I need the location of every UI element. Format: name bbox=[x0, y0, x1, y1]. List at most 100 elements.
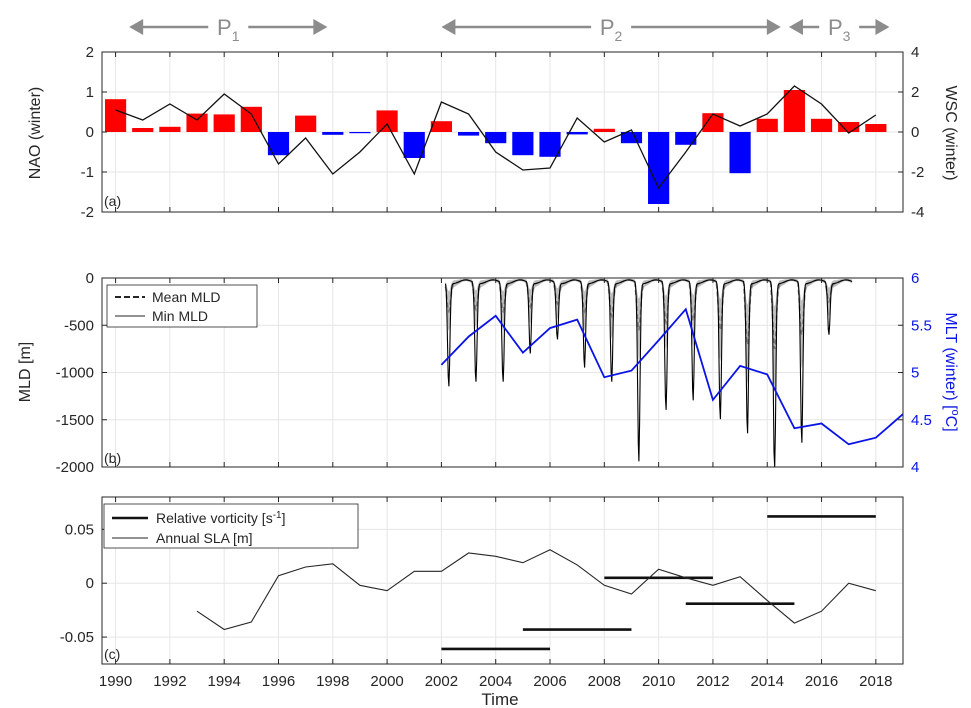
nao-bar bbox=[539, 132, 561, 157]
mlt-line bbox=[440, 307, 904, 446]
panel-b-right-ticks: 4 4.5 5 5.5 6 bbox=[898, 270, 932, 476]
period-arrow-head bbox=[441, 19, 456, 35]
y-tick-label: 4 bbox=[911, 44, 919, 61]
vorticity-segments bbox=[441, 515, 876, 651]
x-tick-label: 2008 bbox=[588, 673, 621, 690]
y-tick-label: -1 bbox=[81, 164, 94, 181]
nao-bar bbox=[485, 132, 507, 144]
panel-c-legend: Relative vorticity [s-1] Annual SLA [m] bbox=[103, 503, 359, 549]
panel-b-left-axis-label: MLD [m] bbox=[17, 342, 34, 402]
panel-b-legend: Mean MLD Min MLD bbox=[106, 284, 258, 328]
panel-b-left-ticks: -2000 -1500 -1000 -500 0 bbox=[56, 270, 877, 476]
nao-bar bbox=[783, 90, 805, 132]
nao-bar bbox=[512, 132, 534, 156]
x-tick-label: 2004 bbox=[479, 673, 512, 690]
legend-mean-label: Mean MLD bbox=[152, 289, 220, 305]
nao-bar bbox=[132, 128, 154, 132]
period-label-1: P1 bbox=[217, 15, 240, 44]
nao-bar bbox=[240, 106, 262, 132]
panel-a-right-axis-label: WSC (winter) bbox=[942, 85, 959, 180]
x-axis-label: Time bbox=[481, 690, 518, 708]
nao-bar bbox=[702, 113, 724, 132]
nao-bar bbox=[376, 110, 398, 132]
period-label-sub: 1 bbox=[232, 28, 240, 44]
period-arrow-head bbox=[875, 19, 890, 35]
x-tick-label: 2010 bbox=[642, 673, 675, 690]
panel-a-left-axis-label: NAO (winter) bbox=[27, 87, 44, 179]
y-tick-label: 0.05 bbox=[65, 521, 94, 538]
legend-vorticity-label: Relative vorticity [s-1] bbox=[156, 510, 286, 527]
legend-min-label: Min MLD bbox=[152, 308, 208, 324]
min-mld-line bbox=[444, 279, 853, 468]
nao-bars bbox=[104, 90, 887, 204]
panel-a-nao-wsc: -2 -1 0 1 2 -4 -2 0 2 4 NAO (winter) WSC (winter… bbox=[27, 44, 959, 221]
x-tick-label: 1996 bbox=[262, 673, 295, 690]
legend-vort-post: ] bbox=[282, 510, 286, 526]
nao-bar bbox=[838, 122, 860, 132]
nao-bar bbox=[865, 124, 887, 132]
panel-a-left-ticks: -2 -1 0 1 2 bbox=[81, 44, 877, 221]
panel-b-mld-mlt: -2000 -1500 -1000 -500 0 4 4.5 5 5.5 6 MLD [m] M… bbox=[17, 270, 961, 476]
x-tick-label: 2002 bbox=[425, 673, 458, 690]
y-tick-label: 0 bbox=[86, 575, 94, 592]
panel-c-left-ticks: -0.05 0 0.05 bbox=[60, 521, 107, 646]
nao-bar bbox=[810, 118, 833, 132]
nao-bar bbox=[620, 132, 643, 144]
period-label-sub: 2 bbox=[615, 28, 623, 44]
sla-line bbox=[196, 549, 876, 631]
x-tick-label: 2018 bbox=[859, 673, 892, 690]
nao-bar bbox=[295, 115, 317, 132]
y-tick-label: -2 bbox=[81, 204, 94, 221]
period-label-sub: 3 bbox=[843, 28, 851, 44]
panel-c-letter: (c) bbox=[104, 646, 120, 662]
y-tick-label: 2 bbox=[911, 84, 919, 101]
nao-bar bbox=[186, 113, 208, 132]
nao-bar bbox=[322, 132, 344, 135]
y-tick-label: -1500 bbox=[56, 412, 94, 429]
nao-bar bbox=[593, 128, 615, 132]
y-tick-label: -0.05 bbox=[60, 629, 94, 646]
legend-sla-label: Annual SLA [m] bbox=[156, 530, 253, 546]
y-tick-label: 6 bbox=[911, 270, 919, 287]
x-tick-label: 1990 bbox=[99, 673, 132, 690]
legend-vort-sup: -1 bbox=[273, 510, 282, 521]
nao-bar bbox=[403, 132, 425, 158]
x-tick-label: 1994 bbox=[207, 673, 240, 690]
mlt-label-sup: o bbox=[949, 410, 961, 416]
y-tick-label: -2000 bbox=[56, 459, 94, 476]
x-tick-label: 1992 bbox=[153, 673, 186, 690]
y-tick-label: 5 bbox=[911, 365, 919, 382]
y-tick-label: 4.5 bbox=[911, 412, 932, 429]
period-arrow-head bbox=[766, 19, 781, 35]
y-tick-label: 2 bbox=[86, 44, 94, 61]
period-label-3: P3 bbox=[828, 15, 851, 44]
x-tick-label: 2016 bbox=[805, 673, 838, 690]
panel-c-frame bbox=[101, 496, 904, 665]
nao-bar bbox=[756, 118, 778, 132]
mlt-label-pre: MLT (winter) [ bbox=[942, 312, 959, 410]
nao-bar bbox=[213, 114, 235, 132]
period-arrow-head bbox=[129, 19, 144, 35]
period-label-2: P2 bbox=[600, 15, 623, 44]
mlt-label-post: C] bbox=[942, 416, 959, 432]
y-tick-label: 0 bbox=[86, 270, 94, 287]
y-tick-label: 0 bbox=[86, 124, 94, 141]
mld-range-shading bbox=[445, 278, 853, 392]
x-tick-label: 2012 bbox=[696, 673, 729, 690]
nao-bar bbox=[159, 126, 181, 132]
legend-box-c bbox=[103, 503, 359, 549]
nao-bar bbox=[566, 132, 588, 135]
panel-b-letter: (b) bbox=[104, 450, 121, 466]
y-tick-label: -4 bbox=[911, 204, 924, 221]
y-tick-label: -2 bbox=[911, 164, 924, 181]
legend-vort-pre: Relative vorticity [s bbox=[156, 510, 273, 526]
nao-bar bbox=[648, 132, 670, 204]
period-arrows: P1 P2 P3 bbox=[129, 15, 890, 44]
x-tick-label: 2000 bbox=[370, 673, 403, 690]
nao-bar bbox=[457, 132, 480, 136]
nao-bar bbox=[729, 132, 751, 174]
period-label-main: P bbox=[217, 15, 232, 40]
legend-box bbox=[106, 284, 258, 328]
period-label-main: P bbox=[828, 15, 843, 40]
